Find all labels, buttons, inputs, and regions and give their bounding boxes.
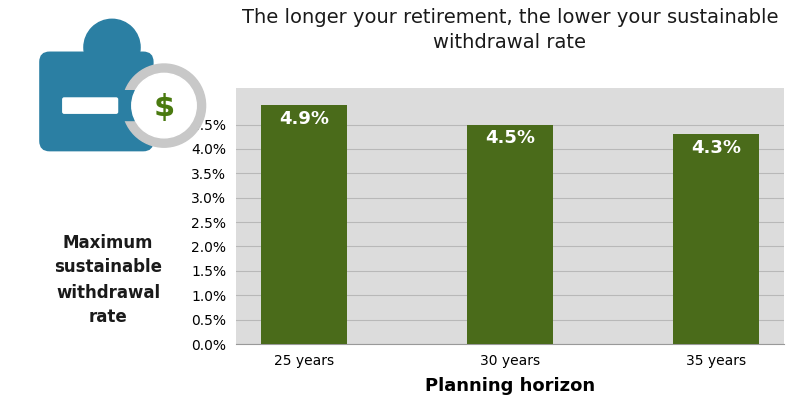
Circle shape [122,64,206,147]
FancyBboxPatch shape [62,97,118,114]
Circle shape [84,19,140,76]
Text: 4.3%: 4.3% [691,139,741,157]
Bar [466,124,554,344]
Text: The longer your retirement, the lower your sustainable
withdrawal rate: The longer your retirement, the lower yo… [242,8,778,52]
Circle shape [132,73,196,138]
Text: $: $ [154,93,174,122]
Text: 4.9%: 4.9% [279,110,329,128]
Bar [673,134,759,344]
FancyBboxPatch shape [39,52,154,151]
Text: 4.5%: 4.5% [485,130,535,148]
X-axis label: Planning horizon: Planning horizon [425,377,595,395]
Text: Maximum
sustainable
withdrawal
rate: Maximum sustainable withdrawal rate [54,234,162,326]
Bar [261,105,347,344]
FancyBboxPatch shape [54,90,144,121]
